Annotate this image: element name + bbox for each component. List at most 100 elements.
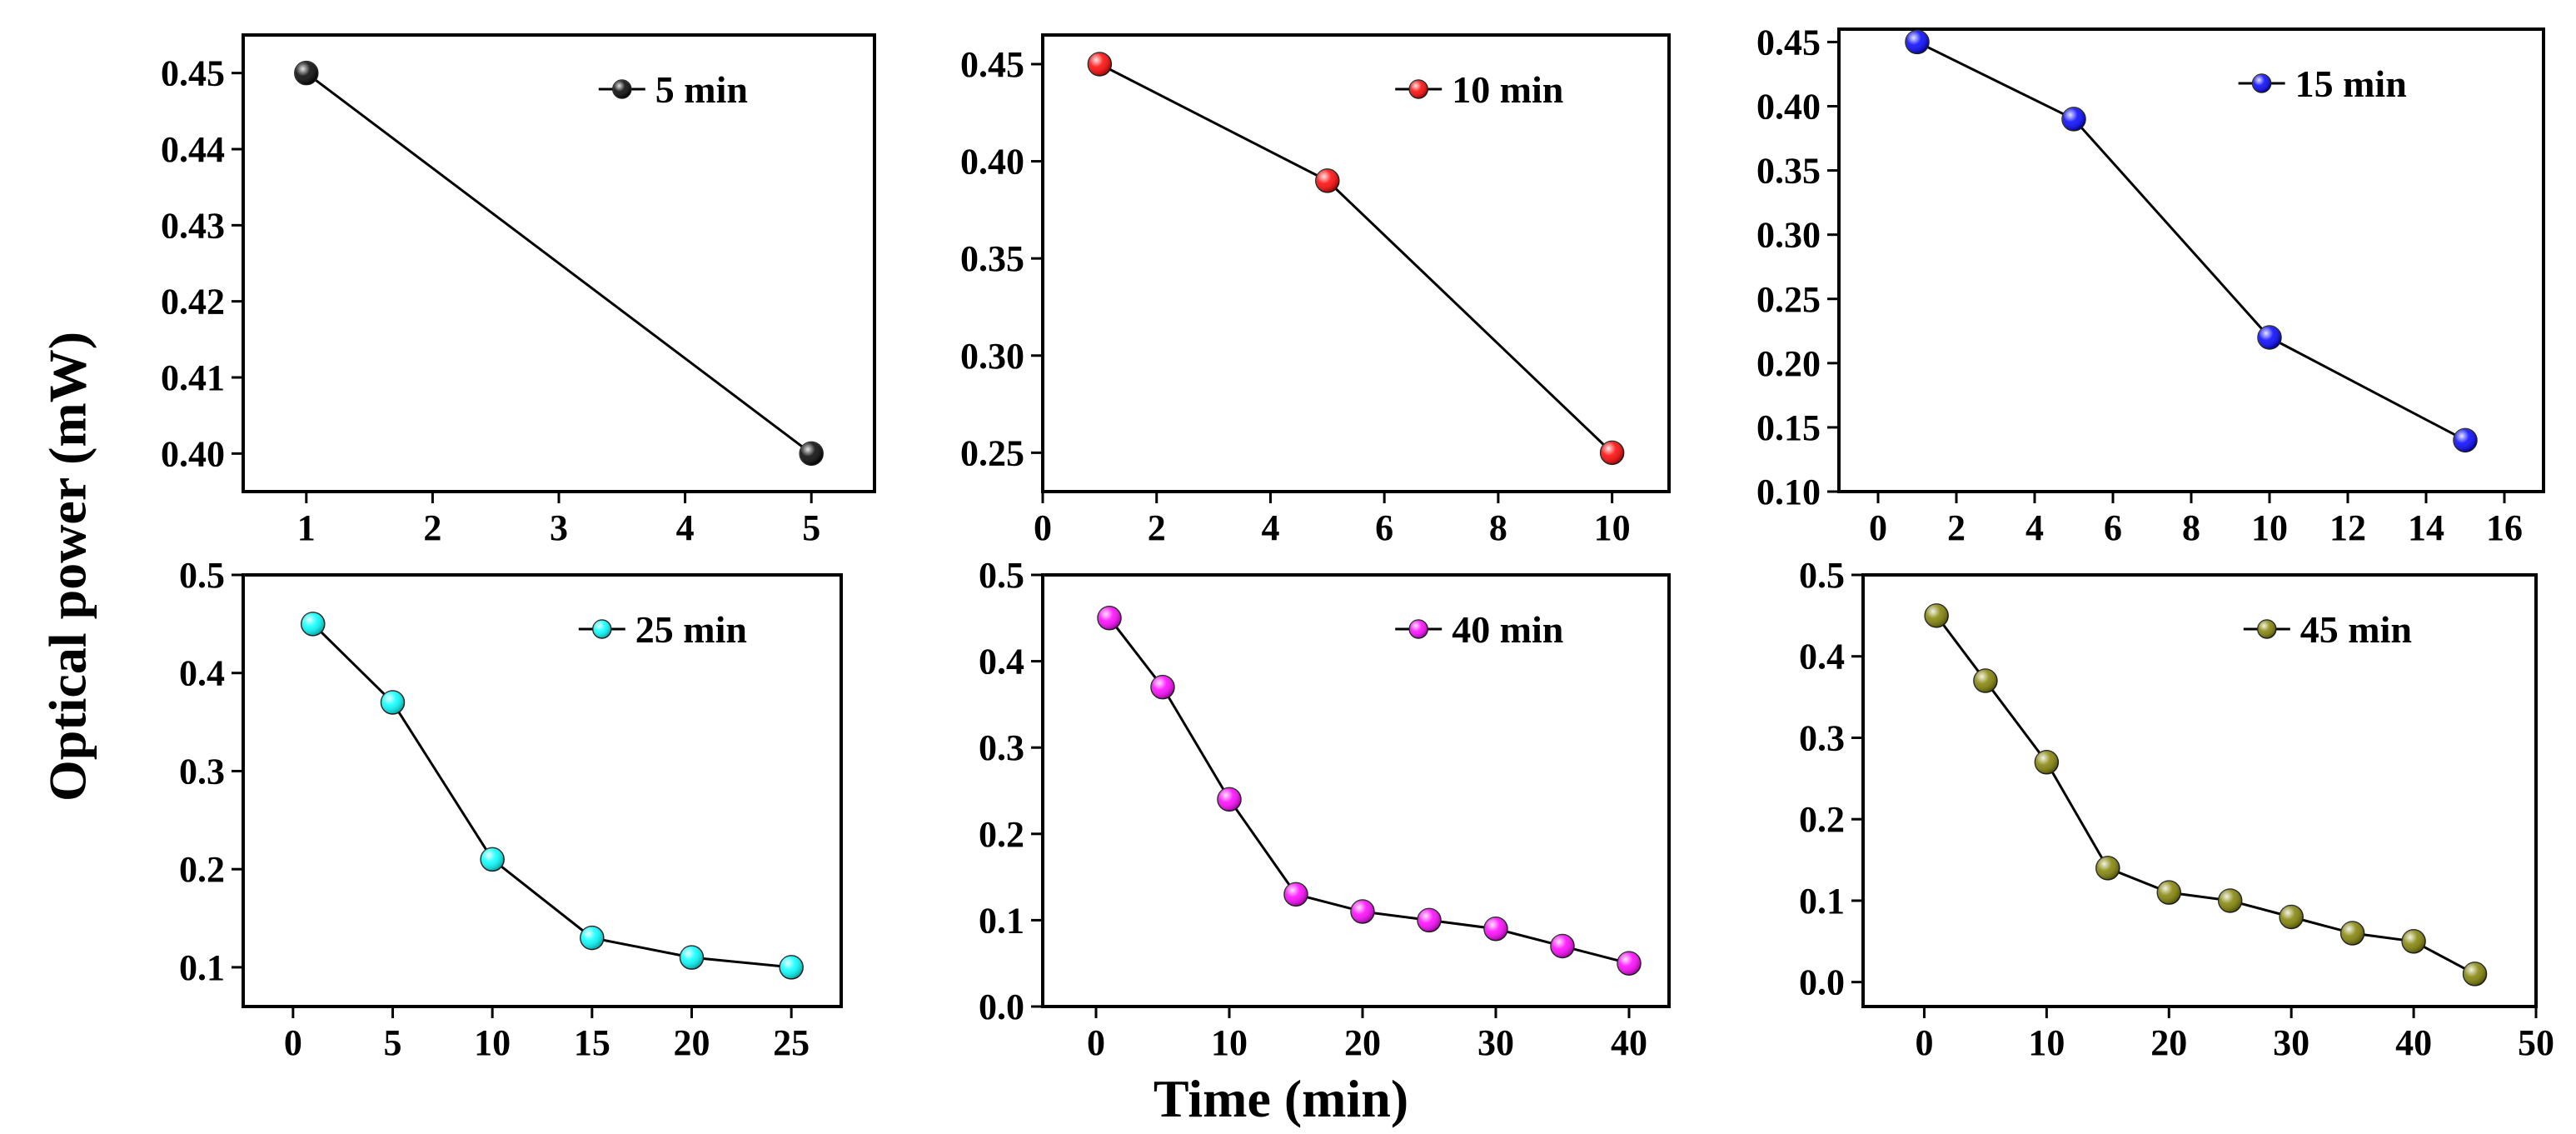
series-line: [311, 622, 792, 969]
x-tick-label: 0: [1869, 507, 1887, 548]
legend-label: 45 min: [2300, 608, 2412, 651]
x-tick-label: 30: [2273, 1022, 2309, 1063]
data-point-shading: [1551, 934, 1574, 958]
legend-label: 40 min: [1452, 608, 1563, 651]
y-tick-label: 0.30: [1756, 215, 1821, 256]
x-tick-label: 10: [1211, 1022, 1248, 1063]
data-point-shading: [1617, 952, 1641, 976]
plot-frame: [1041, 33, 1671, 493]
data-point-shading: [2218, 888, 2242, 912]
x-tick-label: 15: [574, 1022, 610, 1063]
x-tick-label: 0: [1087, 1022, 1105, 1063]
data-point-shading: [1218, 787, 1241, 812]
x-tick-label: 3: [550, 507, 568, 548]
data-point-shading: [481, 847, 505, 872]
legend-label: 10 min: [1452, 68, 1563, 111]
y-tick-label: 0.42: [161, 282, 225, 322]
y-tick-label: 0.0: [979, 987, 1024, 1027]
legend-label: 5 min: [655, 68, 748, 111]
y-tick-label: 0.2: [979, 814, 1024, 855]
plot-frame: [1837, 27, 2545, 493]
x-tick-label: 12: [2329, 507, 2366, 548]
data-point-shading: [294, 61, 318, 85]
data-point-shading: [800, 442, 824, 466]
x-tick-label: 1: [297, 507, 316, 548]
x-tick-label: 40: [2395, 1022, 2432, 1063]
data-point-shading: [1484, 917, 1507, 941]
y-tick-label: 0.5: [179, 555, 225, 596]
data-point-shading: [1351, 900, 1374, 924]
x-tick-label: 6: [2104, 507, 2122, 548]
chart-panel-6: 0 10 20 30 40 50 0.0 0.1 0.2 0.3 0.4 0.5 45 min: [1799, 555, 2554, 1063]
y-tick-label: 0.3: [979, 727, 1024, 768]
x-tick-label: 2: [423, 507, 441, 548]
y-tick-label: 0.2: [1799, 799, 1845, 840]
y-tick-label: 0.44: [161, 129, 225, 170]
chart-panel-2: 0 2 4 6 8 10 0.25 0.30 0.35 0.40 0.45 10 min: [960, 33, 1671, 548]
x-tick-label: 4: [1261, 507, 1279, 548]
data-point-shading: [1925, 603, 1949, 627]
y-axis-title: Optical power (mW): [38, 332, 97, 802]
plot-frame: [1041, 573, 1671, 1008]
legend-marker-shading: [592, 620, 611, 638]
chart-panel-1: 1 2 3 4 5 0.40 0.41 0.42 0.43 0.44 0.45 5 min: [161, 33, 876, 548]
y-tick-label: 0.35: [1756, 151, 1821, 192]
y-tick-label: 0.2: [179, 849, 225, 890]
y-tick-label: 0.4: [979, 642, 1024, 682]
y-tick-label: 0.45: [960, 44, 1024, 85]
data-point-shading: [2095, 856, 2120, 880]
data-point-shading: [301, 612, 325, 636]
y-tick-label: 0.4: [1799, 637, 1845, 677]
series-line: [305, 72, 813, 455]
x-tick-label: 20: [674, 1022, 710, 1063]
data-point-shading: [2280, 905, 2304, 929]
x-tick-label: 10: [2028, 1022, 2065, 1063]
y-tick-label: 0.1: [1799, 881, 1845, 922]
y-tick-label: 0.41: [161, 357, 225, 398]
x-tick-label: 0: [284, 1022, 302, 1063]
y-tick-label: 0.40: [161, 433, 225, 474]
series-line: [1935, 614, 2476, 976]
data-point-shading: [1418, 908, 1441, 932]
series-line: [1099, 62, 1613, 454]
x-tick-label: 14: [2408, 507, 2444, 548]
y-tick-label: 0.5: [1799, 555, 1845, 596]
y-tick-label: 0.4: [179, 653, 225, 694]
y-tick-label: 0.3: [1799, 717, 1845, 758]
x-tick-label: 16: [2486, 507, 2523, 548]
y-tick-label: 0.1: [179, 947, 225, 988]
legend-marker-shading: [1409, 80, 1428, 98]
x-tick-label: 10: [2251, 507, 2288, 548]
data-point-shading: [1600, 441, 1624, 465]
y-tick-label: 0.25: [960, 432, 1024, 473]
data-point-shading: [680, 946, 704, 970]
data-point-shading: [1315, 168, 1339, 192]
data-point-shading: [1906, 30, 1929, 54]
plot-frame: [1861, 573, 2538, 1008]
chart-panel-5: 0 10 20 30 40 0.0 0.1 0.2 0.3 0.4 0.5 40 min: [979, 555, 1671, 1063]
data-point-shading: [2035, 750, 2059, 774]
y-tick-label: 0.35: [960, 238, 1024, 279]
data-point-shading: [2340, 922, 2364, 946]
x-tick-label: 5: [384, 1022, 402, 1063]
y-tick-label: 0.0: [1799, 962, 1845, 1003]
data-point-shading: [2463, 962, 2487, 986]
x-tick-label: 8: [1489, 507, 1507, 548]
legend-label: 25 min: [635, 608, 747, 651]
data-point-shading: [381, 691, 405, 715]
x-tick-label: 50: [2518, 1022, 2554, 1063]
x-tick-label: 30: [1477, 1022, 1514, 1063]
x-tick-label: 4: [2025, 507, 2044, 548]
x-tick-label: 2: [1148, 507, 1166, 548]
x-tick-label: 20: [1344, 1022, 1381, 1063]
x-tick-label: 8: [2182, 507, 2200, 548]
legend-marker-shading: [612, 80, 631, 98]
data-point-shading: [1088, 52, 1112, 76]
y-tick-label: 0.3: [179, 751, 225, 792]
y-tick-label: 0.45: [1756, 22, 1821, 62]
data-point-shading: [2258, 326, 2281, 349]
plot-frame: [242, 573, 843, 1008]
x-tick-label: 10: [474, 1022, 511, 1063]
chart-panel-3: 0 2 4 6 8 10 12 14 16 0.10 0.15 0.20 0.25 0.30 0.35 0.4…: [1756, 22, 2545, 548]
